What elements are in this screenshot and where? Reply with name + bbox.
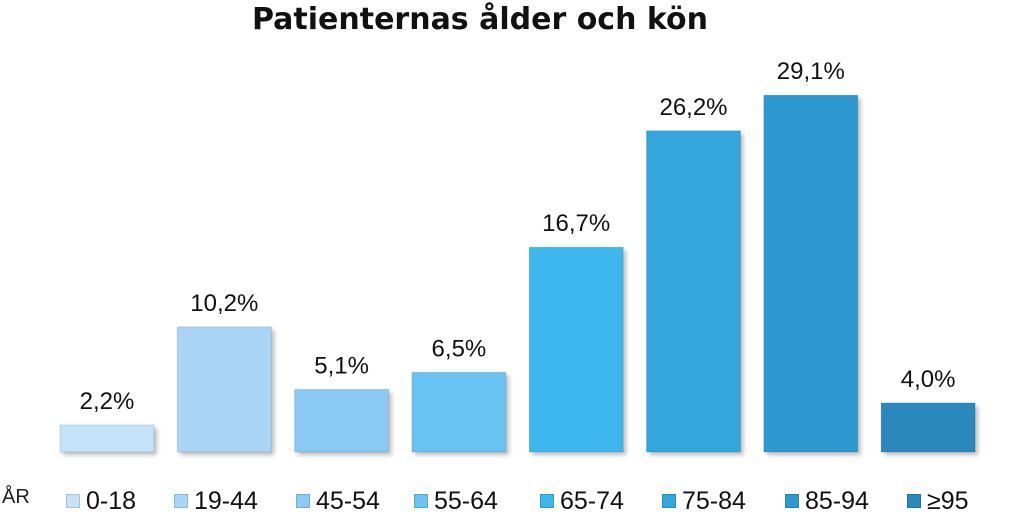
legend-label: ≥95 xyxy=(927,486,969,515)
bar-19-44 xyxy=(176,326,272,453)
data-label-65-74: 16,7% xyxy=(542,210,610,237)
legend-item-75-84: 75-84 xyxy=(662,486,746,516)
unit-label: ÅR xyxy=(2,486,30,508)
data-label-45-54: 5,1% xyxy=(314,352,369,379)
bar-75-84 xyxy=(646,130,741,453)
bar-65-74 xyxy=(528,246,624,453)
data-label-75-84: 26,2% xyxy=(659,94,727,121)
legend-swatch xyxy=(174,494,188,508)
legend-label: 55-64 xyxy=(434,486,498,515)
legend-swatch xyxy=(662,494,676,508)
legend-swatch xyxy=(785,494,799,508)
data-label-0-18: 2,2% xyxy=(80,388,135,415)
legend-item-≥95: ≥95 xyxy=(907,486,969,516)
legend-label: 0-18 xyxy=(86,486,137,515)
legend-item-0-18: 0-18 xyxy=(66,486,136,516)
legend-label: 45-54 xyxy=(316,486,380,515)
legend-item-55-64: 55-64 xyxy=(414,486,498,516)
data-label-≥95: 4,0% xyxy=(901,366,956,393)
bar-≥95 xyxy=(880,402,976,453)
data-label-85-94: 29,1% xyxy=(777,58,845,85)
legend-label: 65-74 xyxy=(560,486,624,515)
bar-45-54 xyxy=(294,388,390,453)
legend-item-65-74: 65-74 xyxy=(540,486,624,516)
bar-55-64 xyxy=(411,371,507,453)
bar-0-18 xyxy=(59,424,155,453)
legend-swatch xyxy=(66,494,80,508)
legend-swatch xyxy=(296,494,310,508)
data-label-55-64: 6,5% xyxy=(432,335,487,362)
legend-label: 75-84 xyxy=(682,486,746,515)
legend-label: 85-94 xyxy=(805,486,869,515)
chart-title: Patienternas ålder och kön xyxy=(251,2,709,37)
legend-item-85-94: 85-94 xyxy=(785,486,869,516)
bar-85-94 xyxy=(763,94,859,453)
legend-swatch xyxy=(907,494,921,508)
data-label-19-44: 10,2% xyxy=(190,290,258,317)
legend-item-19-44: 19-44 xyxy=(174,486,258,516)
legend-swatch xyxy=(414,494,428,508)
legend-item-45-54: 45-54 xyxy=(296,486,380,516)
bar-chart: 2,2% 10,2% 5,1% 6,5% 16,7% 26,2% 29,1% 4,0% xyxy=(59,58,976,453)
legend-swatch xyxy=(540,494,554,508)
legend-label: 19-44 xyxy=(194,486,258,515)
